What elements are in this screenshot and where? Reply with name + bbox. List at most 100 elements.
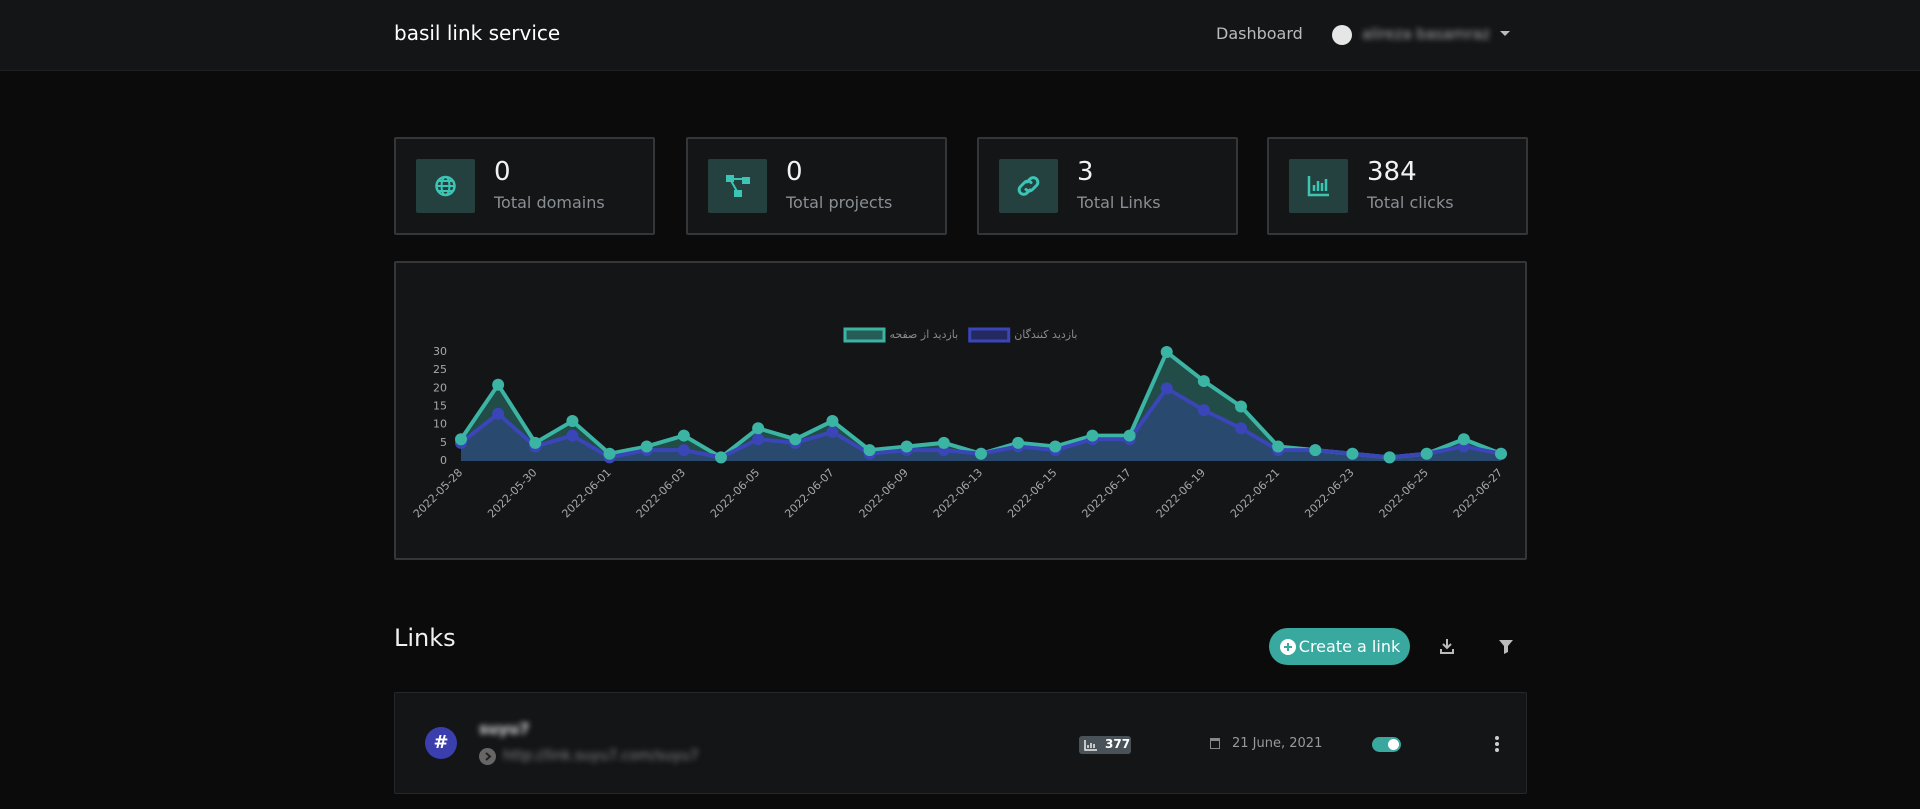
create-button[interactable]: Create a link	[1269, 628, 1410, 665]
link-date: 21 June, 2021	[1232, 736, 1323, 751]
link-title: suyu7	[479, 720, 530, 738]
brand[interactable]: basil link service	[394, 21, 561, 45]
chart-card: 0 5 10 15 20 25 30 2022-05-28 2022-05-30 2022-06-…	[394, 261, 1527, 560]
series-line	[459, 385, 1502, 460]
series-area	[461, 388, 1501, 461]
y-tick-label: 25	[433, 363, 447, 376]
data-point	[1160, 382, 1173, 395]
user-name[interactable]: alireza basamraz	[1362, 25, 1490, 43]
data-point	[1309, 444, 1322, 457]
stat-value: 0	[494, 157, 511, 187]
data-point	[677, 429, 690, 442]
link-row: # suyu7 http://link.suyu7.com/suyu7 377 21 J…	[394, 692, 1527, 794]
x-tick-label: 2022-05-30	[485, 466, 539, 520]
clicks-badge[interactable]	[1079, 736, 1131, 754]
more-menu[interactable]	[1495, 735, 1499, 753]
data-point	[752, 433, 765, 446]
x-tick-label: 2022-06-01	[559, 466, 613, 520]
data-point	[937, 436, 950, 449]
data-point	[826, 415, 839, 428]
y-tick-label: 20	[433, 381, 447, 394]
stat-label: Total projects	[786, 193, 893, 212]
link-avatar: #	[425, 727, 457, 759]
stat-icon	[999, 159, 1058, 213]
data-point	[492, 407, 505, 420]
link-icon	[1017, 176, 1040, 196]
data-point	[715, 451, 727, 464]
nav-link[interactable]: Dashboard	[1216, 24, 1303, 43]
stat-card: 0 Total domains	[394, 137, 655, 235]
data-point	[1272, 440, 1285, 453]
data-point	[1420, 447, 1433, 460]
data-point	[1012, 436, 1025, 449]
x-tick-label: 2022-06-15	[1005, 466, 1059, 520]
dropdown-caret[interactable]	[1500, 31, 1510, 36]
legend: بازدید از صفحه بازدید کنندگان	[843, 327, 1078, 343]
data-point	[863, 444, 876, 457]
data-point	[677, 444, 690, 457]
clicks-count[interactable]: 377	[1105, 737, 1131, 751]
data-point	[1346, 447, 1359, 460]
series-line	[459, 348, 1502, 460]
filter-icon[interactable]	[1497, 637, 1515, 655]
stat-card: 0 Total projects	[686, 137, 947, 235]
data-point	[529, 436, 542, 449]
data-point	[1049, 440, 1062, 453]
data-point	[566, 415, 579, 428]
stat-label: Total Links	[1077, 193, 1161, 212]
x-tick-label: 2022-06-03	[634, 466, 688, 520]
stat-label: Total domains	[494, 193, 605, 212]
legend-label[interactable]: بازدید کنندگان	[1014, 328, 1077, 341]
data-point	[1197, 404, 1210, 417]
x-tick-label: 2022-06-05	[708, 466, 762, 520]
link-url: http://link.suyu7.com/suyu7	[503, 748, 699, 764]
legend-swatch[interactable]	[843, 327, 886, 343]
x-tick-label: 2022-06-27	[1451, 466, 1505, 520]
avatar[interactable]	[1332, 25, 1352, 45]
project-icon	[726, 175, 750, 197]
y-tick-label: 10	[433, 418, 447, 431]
stat-value: 0	[786, 157, 803, 187]
y-tick-label: 15	[433, 400, 447, 413]
status-toggle[interactable]	[1372, 737, 1401, 752]
data-point	[826, 425, 839, 438]
x-tick-label: 2022-06-23	[1302, 466, 1356, 520]
x-tick-label: 2022-06-19	[1154, 466, 1208, 520]
download-icon[interactable]	[1438, 637, 1456, 655]
plus-icon	[1279, 638, 1296, 655]
x-tick-label: 2022-06-21	[1228, 466, 1282, 520]
y-tick-label: 30	[433, 345, 447, 358]
stat-icon	[1289, 159, 1348, 213]
section-title: Links	[394, 624, 456, 652]
data-point	[789, 433, 802, 446]
stat-value: 384	[1367, 157, 1417, 187]
data-point	[752, 422, 765, 435]
data-point	[566, 429, 579, 442]
x-tick-label: 2022-06-17	[1079, 466, 1133, 520]
data-point	[975, 447, 987, 460]
data-point	[1197, 375, 1210, 388]
data-point	[455, 433, 467, 446]
redirect-icon	[479, 748, 496, 765]
globe-icon	[435, 175, 456, 197]
legend-swatch[interactable]	[968, 327, 1011, 343]
stat-label: Total clicks	[1367, 193, 1454, 212]
data-point	[1235, 400, 1247, 413]
data-point	[1235, 422, 1247, 435]
navbar: basil link service Dashboard alireza bas…	[0, 0, 1920, 71]
x-tick-label: 2022-06-25	[1377, 466, 1431, 520]
chart: 0 5 10 15 20 25 30 2022-05-28 2022-05-30 2022-06-…	[411, 327, 1507, 520]
x-tick-label: 2022-06-09	[857, 466, 911, 520]
x-tick-label: 2022-06-07	[782, 466, 836, 520]
data-point	[1123, 429, 1136, 442]
stat-card: 384 Total clicks	[1267, 137, 1528, 235]
data-point	[1457, 433, 1470, 446]
stat-value: 3	[1077, 157, 1094, 187]
legend-label[interactable]: بازدید از صفحه	[889, 328, 958, 341]
data-point	[1086, 429, 1099, 442]
data-point	[1160, 346, 1173, 358]
data-point	[1495, 447, 1507, 460]
series-area	[461, 352, 1501, 461]
stat-icon	[416, 159, 475, 213]
